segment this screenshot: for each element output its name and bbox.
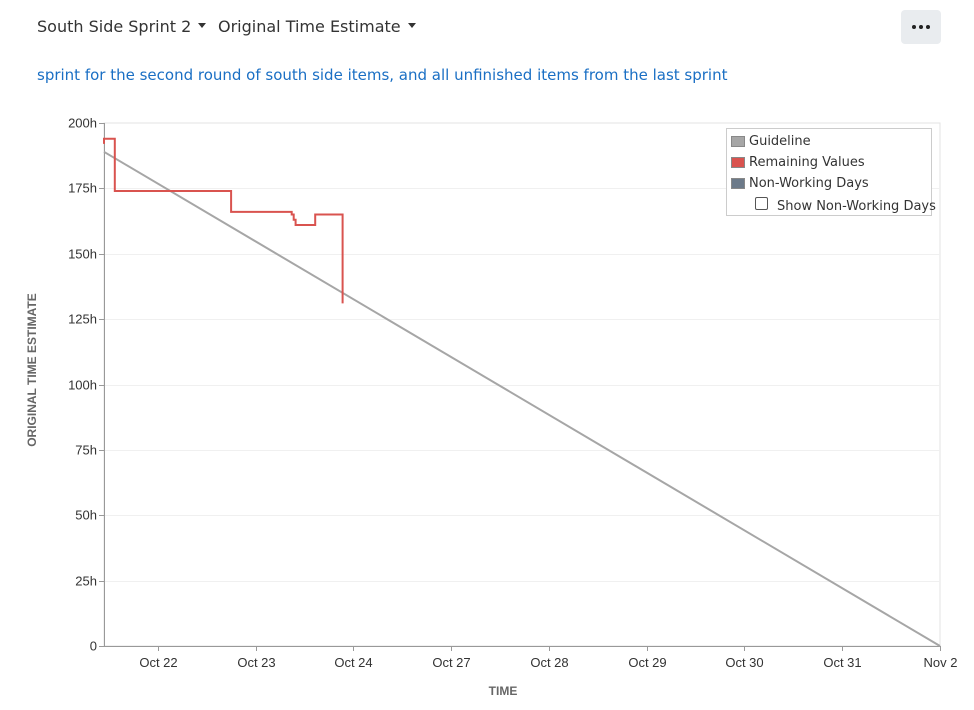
- show-non-working-days-label: Show Non-Working Days: [777, 199, 936, 214]
- x-tick-label: Oct 30: [725, 655, 763, 670]
- sprint-description: sprint for the second round of south sid…: [37, 66, 728, 84]
- y-tick-label: 125h: [68, 312, 97, 327]
- legend-item-guideline[interactable]: Guideline: [731, 134, 811, 149]
- caret-down-icon: [407, 22, 416, 28]
- series-line-guideline: [103, 150, 941, 647]
- x-tick-label: Oct 29: [628, 655, 666, 670]
- legend-swatch: [731, 157, 745, 168]
- y-tick-label: 200h: [68, 116, 97, 131]
- sprint-selector-label: South Side Sprint 2: [37, 16, 192, 36]
- chart-axes: 0 25h 50h 75h 100h 125h 150h 175h 200h Oct 22 Oct …: [68, 116, 957, 671]
- show-non-working-days-checkbox[interactable]: [755, 197, 768, 210]
- x-tick-label: Oct 22: [139, 655, 177, 670]
- y-tick-label: 75h: [75, 443, 97, 458]
- y-tick-label: 100h: [68, 378, 97, 393]
- chart-legend: Guideline Remaining Values Non-Working D…: [726, 128, 936, 216]
- legend-swatch: [731, 178, 745, 189]
- x-axis-label: TIME: [489, 684, 518, 698]
- series-line-remaining-values: [103, 137, 344, 304]
- y-tick-label: 50h: [75, 508, 97, 523]
- estimate-type-dropdown[interactable]: Original Time Estimate: [218, 14, 416, 38]
- legend-swatch: [731, 136, 745, 147]
- caret-down-icon: [198, 22, 207, 28]
- legend-label: Remaining Values: [749, 155, 865, 170]
- sprint-selector-dropdown[interactable]: South Side Sprint 2: [37, 14, 207, 38]
- legend-item-remaining-values[interactable]: Remaining Values: [731, 155, 865, 170]
- y-tick-label: 150h: [68, 247, 97, 262]
- x-tick-label: Oct 24: [334, 655, 372, 670]
- y-axis-label: ORIGINAL TIME ESTIMATE: [25, 293, 39, 447]
- show-non-working-days-toggle[interactable]: Show Non-Working Days: [755, 197, 936, 214]
- y-tick-label: 0: [90, 639, 97, 654]
- y-tick-label: 175h: [68, 181, 97, 196]
- more-options-button[interactable]: [901, 10, 941, 44]
- legend-item-non-working-days[interactable]: Non-Working Days: [731, 176, 869, 191]
- legend-label: Guideline: [749, 134, 811, 149]
- x-tick-label: Oct 23: [237, 655, 275, 670]
- legend-label: Non-Working Days: [749, 176, 869, 191]
- y-tick-label: 25h: [75, 574, 97, 589]
- estimate-type-label: Original Time Estimate: [218, 16, 401, 36]
- x-tick-label: Oct 28: [530, 655, 568, 670]
- x-tick-label: Nov 2: [924, 655, 958, 670]
- x-tick-label: Oct 27: [432, 655, 470, 670]
- ellipsis-icon: [912, 25, 930, 29]
- chart-series: [103, 137, 941, 647]
- toolbar: South Side Sprint 2 Original Time Estima…: [0, 0, 974, 56]
- x-tick-label: Oct 31: [823, 655, 861, 670]
